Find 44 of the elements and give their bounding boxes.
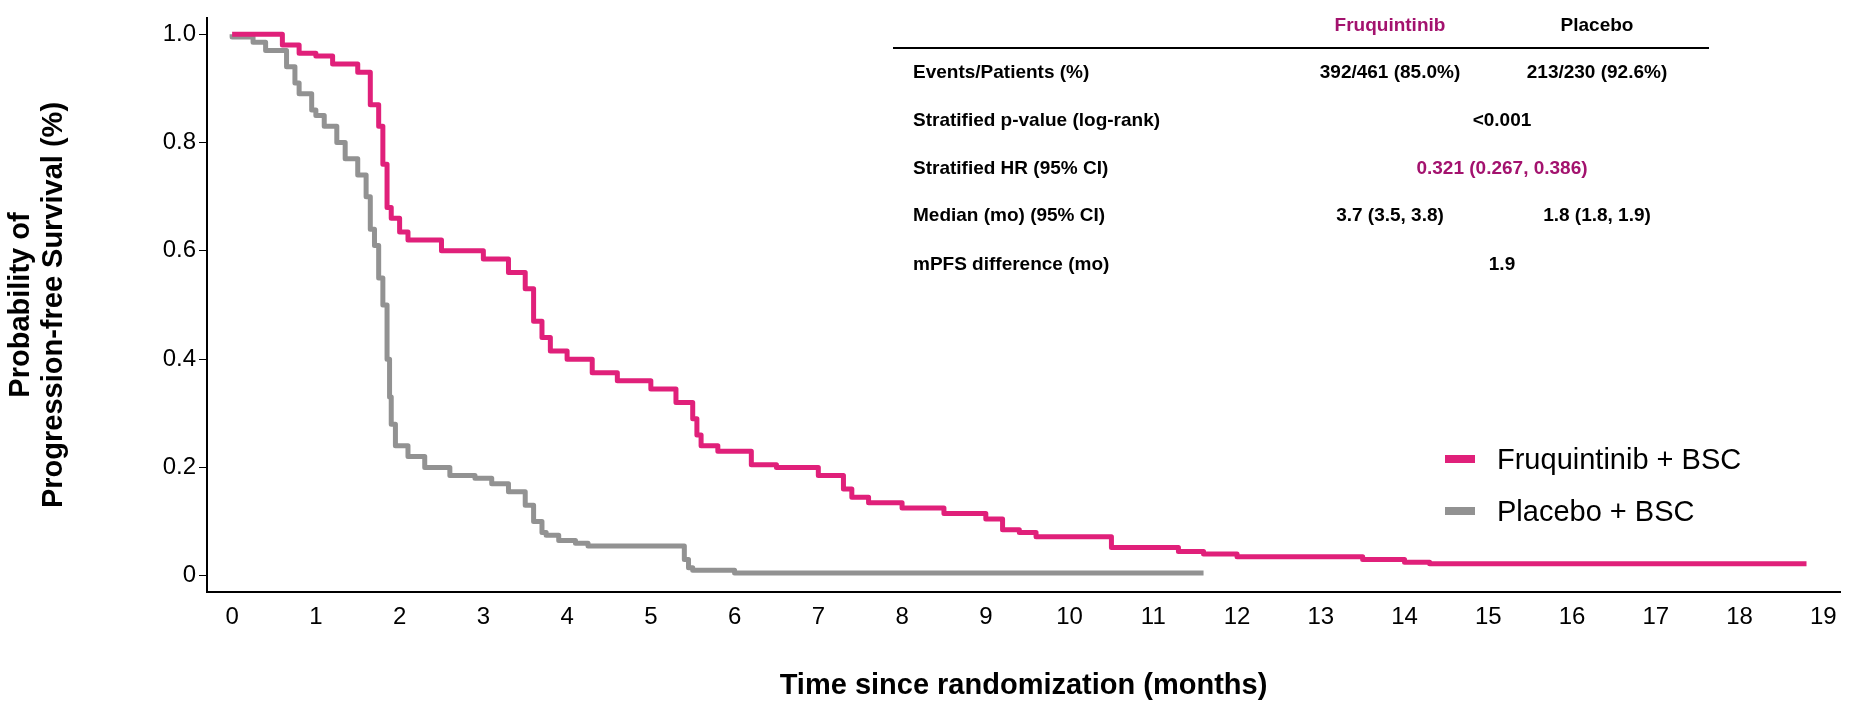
x-axis-title: Time since randomization (months) <box>779 667 1268 700</box>
x-tick-label: 6 <box>727 602 742 630</box>
x-tick-label: 17 <box>1642 602 1670 630</box>
annotation: 213/230 (92.6%) <box>1526 61 1668 83</box>
x-tick-label: 15 <box>1474 602 1502 630</box>
annotation: Placebo <box>1560 14 1634 36</box>
x-tick-label: 14 <box>1391 602 1418 630</box>
y-tick-label: 1.0 <box>162 18 196 46</box>
y-tick-label: 0.2 <box>162 452 196 480</box>
x-tick-label: 8 <box>895 602 909 630</box>
x-tick-label: 12 <box>1223 602 1251 630</box>
x-tick-label: 11 <box>1140 602 1166 630</box>
legend-label: Fruquintinib + BSC <box>1497 442 1742 476</box>
annotation: Fruquintinib <box>1334 14 1446 36</box>
y-tick-label: 0.4 <box>162 343 196 371</box>
x-tick-label: 2 <box>392 602 407 630</box>
annotation: 3.7 (3.5, 3.8) <box>1336 204 1444 226</box>
annotation: <0.001 <box>1472 109 1532 131</box>
annotation: Median (mo) (95% CI) <box>913 204 1106 226</box>
x-tick-label: 0 <box>225 602 239 630</box>
y-tick-label: 0 <box>182 560 196 588</box>
x-tick-label: 3 <box>476 602 491 630</box>
x-tick-label: 1 <box>309 602 323 630</box>
x-tick-label: 10 <box>1056 602 1083 630</box>
x-tick-label: 18 <box>1726 602 1753 630</box>
x-tick-label: 19 <box>1809 602 1837 630</box>
legend-label: Placebo + BSC <box>1497 494 1695 528</box>
y-tick-label: 0.6 <box>162 235 196 263</box>
annotation: 0.321 (0.267, 0.386) <box>1416 157 1588 179</box>
annotation: 1.9 <box>1488 253 1516 275</box>
x-tick-label: 16 <box>1558 602 1586 630</box>
annotation: Stratified HR (95% CI) <box>913 157 1109 179</box>
annotation: mPFS difference (mo) <box>913 253 1110 275</box>
x-tick-label: 9 <box>979 602 993 630</box>
annotation: Events/Patients (%) <box>913 61 1090 83</box>
annotation: Stratified p-value (log-rank) <box>913 109 1161 131</box>
annotation: 392/461 (85.0%) <box>1319 61 1461 83</box>
y-tick-label: 0.8 <box>162 127 196 155</box>
x-tick-label: 13 <box>1307 602 1335 630</box>
x-tick-label: 5 <box>644 602 658 630</box>
y-axis-title: Probability of Progression-free Survival (%) <box>2 101 69 509</box>
x-tick-label: 4 <box>560 602 574 630</box>
x-tick-label: 7 <box>811 602 826 630</box>
annotation: 1.8 (1.8, 1.9) <box>1543 204 1651 226</box>
